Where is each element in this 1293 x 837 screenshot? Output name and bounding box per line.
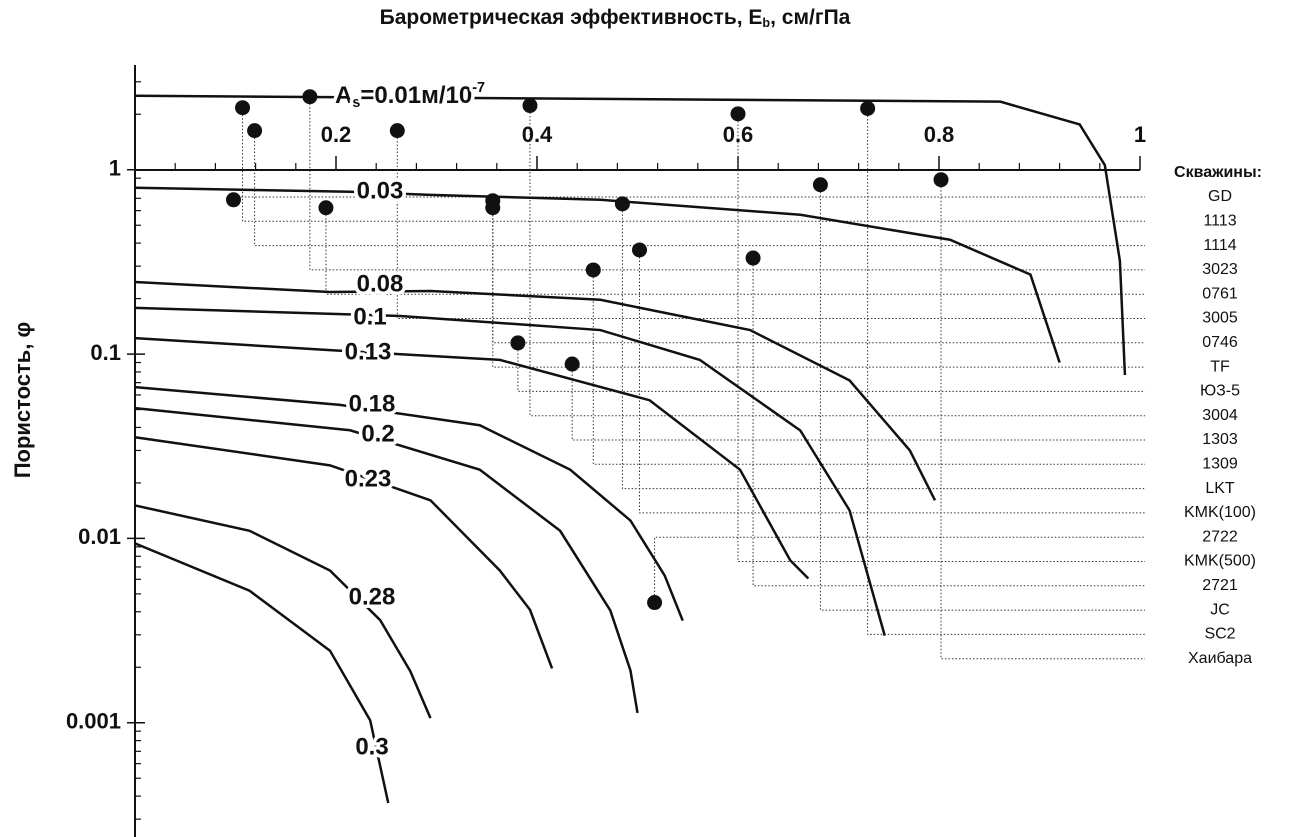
well-name: ЮЗ-5 (1200, 383, 1240, 400)
curve-label: 0.23 (345, 465, 392, 492)
curve-label: 0.1 (353, 303, 386, 330)
curve (134, 336, 810, 580)
curve-label: As=0.01м/10-7 (335, 80, 485, 111)
text-part: Барометрическая эффективность, E (380, 6, 763, 29)
leader (752, 258, 1145, 587)
well-point (564, 356, 580, 372)
wells-title: Скважины: (1174, 164, 1262, 181)
well-name: SC2 (1204, 626, 1235, 643)
leader (940, 179, 1145, 660)
well-point (225, 192, 241, 208)
text-part: , см/гПа (770, 6, 851, 29)
leader (819, 184, 1145, 611)
well-name: LKT (1205, 480, 1235, 497)
curve-label: 0.08 (357, 270, 404, 297)
leader (639, 249, 1145, 514)
leader (654, 536, 1145, 603)
text-part: b (762, 16, 770, 30)
curve (134, 280, 937, 501)
well-point (745, 250, 761, 266)
curve (134, 542, 390, 804)
well-name: 1114 (1203, 237, 1236, 254)
well-point (302, 89, 318, 105)
x-tick-label: 0.4 (522, 122, 553, 147)
curve (134, 186, 1061, 363)
well-point (485, 200, 501, 216)
text-part: A (335, 82, 352, 109)
well-point (730, 106, 746, 122)
leader (325, 207, 1145, 295)
x-tick-label: 0.2 (321, 122, 352, 147)
well-name: 3004 (1202, 407, 1238, 424)
well-name: 0746 (1202, 334, 1238, 351)
well-name: 0761 (1202, 285, 1238, 302)
curve-label: 0.28 (349, 583, 396, 610)
curve (134, 504, 432, 719)
well-name: GD (1208, 188, 1232, 205)
curve-label: 0.18 (349, 390, 396, 417)
curve (134, 435, 554, 669)
curve (134, 94, 1127, 376)
curve-label: 0.2 (361, 420, 394, 447)
x-tick-label: 0.8 (924, 122, 955, 147)
well-name: 1309 (1202, 456, 1238, 473)
y-tick-label: 0.001 (66, 709, 121, 734)
well-point (632, 242, 648, 258)
well-name: 3023 (1202, 261, 1238, 278)
text-part: -7 (472, 80, 485, 96)
well-point (510, 335, 526, 351)
well-point (933, 172, 949, 188)
well-point (247, 123, 263, 139)
curve-label: 0.03 (357, 177, 404, 204)
leader (517, 342, 1145, 392)
leader (737, 113, 1145, 562)
text-part: =0.01м/10 (360, 82, 472, 109)
curve (134, 406, 639, 714)
well-name: Хаибара (1188, 650, 1252, 667)
well-name: JC (1210, 601, 1230, 618)
y-tick-label: 0.1 (90, 340, 121, 365)
well-name: KMK(500) (1184, 553, 1256, 570)
text-part: s (352, 95, 360, 111)
chart-title: Барометрическая эффективность, Eb, см/гП… (380, 6, 851, 31)
well-point (614, 196, 630, 212)
curve-label: 0.3 (355, 733, 388, 760)
well-name: 1113 (1203, 213, 1236, 230)
y-axis-label: Пористость, φ (10, 322, 35, 479)
leader (396, 130, 1145, 319)
well-name: TF (1210, 358, 1230, 375)
well-point (389, 123, 405, 139)
leader (621, 203, 1145, 490)
well-point (647, 595, 663, 611)
y-tick-label: 1 (109, 156, 121, 181)
leader (571, 364, 1145, 441)
x-tick-label: 1 (1134, 122, 1146, 147)
well-name: KMK(100) (1184, 504, 1256, 521)
curve (134, 306, 886, 636)
leader (492, 207, 1145, 368)
curve (134, 385, 684, 622)
well-name: 1303 (1202, 431, 1238, 448)
well-point (522, 98, 538, 114)
well-name: 2721 (1202, 577, 1238, 594)
well-name: 2722 (1202, 528, 1238, 545)
well-point (812, 177, 828, 193)
curve-label: 0.13 (345, 338, 392, 365)
well-point (860, 100, 876, 116)
y-tick-label: 0.01 (78, 524, 121, 549)
well-point (585, 262, 601, 278)
well-point (235, 100, 251, 116)
leader (867, 108, 1145, 635)
well-point (318, 200, 334, 216)
well-name: 3005 (1202, 310, 1238, 327)
